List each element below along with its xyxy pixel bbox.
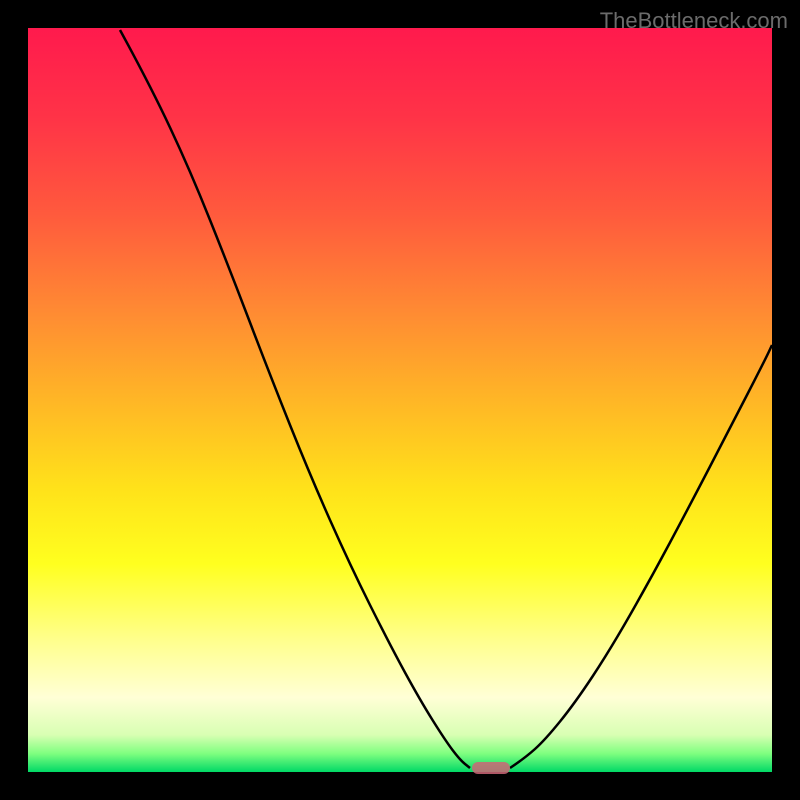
optimal-zone-marker <box>472 762 510 774</box>
chart-container: TheBottleneck.com <box>0 0 800 800</box>
bottleneck-chart <box>0 0 800 800</box>
watermark-text: TheBottleneck.com <box>600 8 788 34</box>
chart-background <box>28 28 772 772</box>
